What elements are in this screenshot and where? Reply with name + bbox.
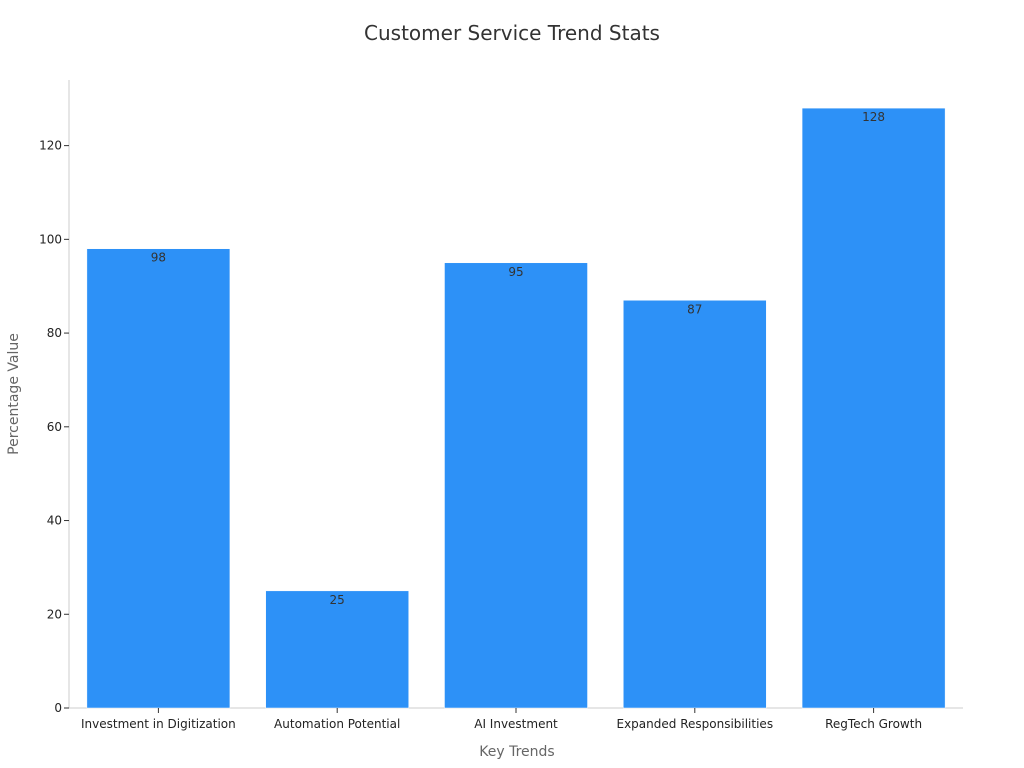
x-tick-label: Expanded Responsibilities xyxy=(617,717,774,731)
x-axis-label: Key Trends xyxy=(479,744,554,760)
plot-area: 0 20 40 60 80 100 120 98 Investment in Digitizat… xyxy=(39,80,963,731)
chart-title: Customer Service Trend Stats xyxy=(364,21,660,45)
data-label: 95 xyxy=(508,265,523,279)
y-tick-label: 0 xyxy=(54,701,62,715)
x-tick-label: Investment in Digitization xyxy=(81,717,236,731)
data-label: 87 xyxy=(687,302,702,316)
y-tick-label: 20 xyxy=(47,607,62,621)
data-label: 25 xyxy=(330,593,345,607)
y-tick-label: 100 xyxy=(39,232,62,246)
x-tick-label: Automation Potential xyxy=(274,717,400,731)
bar[interactable] xyxy=(623,300,767,709)
y-axis-label: Percentage Value xyxy=(6,333,22,455)
bar[interactable] xyxy=(86,248,231,709)
x-tick-label: RegTech Growth xyxy=(825,717,922,731)
y-tick-label: 120 xyxy=(39,139,62,153)
data-label: 98 xyxy=(151,251,166,265)
data-label: 128 xyxy=(862,110,885,124)
y-tick-label: 80 xyxy=(47,326,62,340)
x-tick-label: AI Investment xyxy=(474,717,558,731)
bar[interactable] xyxy=(801,107,946,709)
bar[interactable] xyxy=(265,590,409,709)
y-tick-label: 40 xyxy=(47,514,62,528)
bar[interactable] xyxy=(444,262,588,709)
y-tick-label: 60 xyxy=(47,420,62,434)
